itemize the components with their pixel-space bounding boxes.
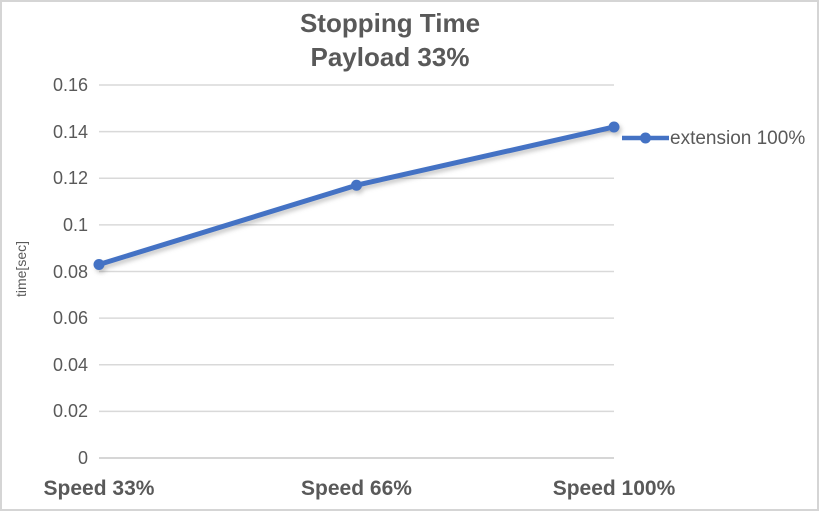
data-point-marker <box>608 121 620 133</box>
chart-title-line2: Payload 33% <box>310 42 470 72</box>
legend-marker-icon <box>640 132 651 144</box>
series-line <box>96 124 617 268</box>
y-tick-label: 0.02 <box>52 401 88 422</box>
y-tick-label: 0.08 <box>52 261 88 282</box>
y-tick-label: 0.06 <box>52 308 88 329</box>
data-point-marker <box>93 259 105 271</box>
y-tick-label: 0.1 <box>62 214 88 235</box>
y-tick-label: 0.14 <box>52 121 88 142</box>
gridlines <box>99 84 614 459</box>
y-tick-label: 0 <box>77 448 88 468</box>
y-tick-label: 0.16 <box>52 75 88 95</box>
data-point-marker <box>351 179 362 191</box>
legend-label: extension 100% <box>670 128 806 149</box>
x-tick-label: Speed 33% <box>43 477 155 500</box>
x-tick-label: Speed 66% <box>301 477 412 500</box>
chart-title-line1: Stopping Time <box>299 8 481 38</box>
legend-line-marker-icon <box>622 132 669 144</box>
chart-title: Stopping Time Payload 33% <box>90 6 690 74</box>
series-extension-100 <box>93 121 620 271</box>
x-tick-label: Speed 100% <box>552 477 676 500</box>
y-tick-label: 0.04 <box>52 354 88 375</box>
y-tick-label: 0.12 <box>52 168 88 189</box>
